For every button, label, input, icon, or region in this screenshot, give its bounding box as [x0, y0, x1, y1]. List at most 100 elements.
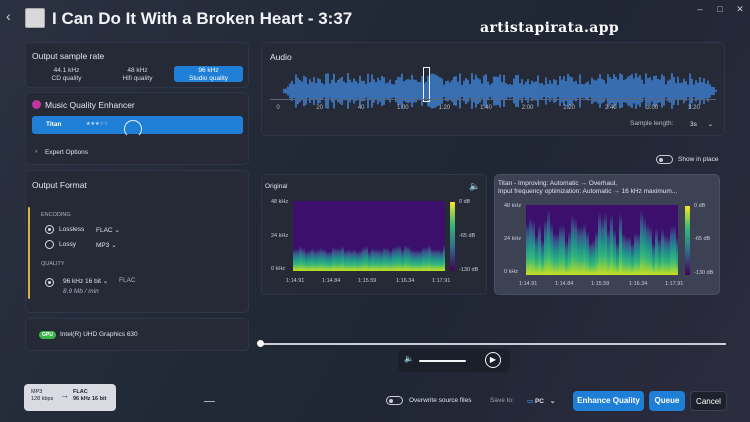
spectrogram-column [311, 248, 314, 271]
maximize-button[interactable]: □ [717, 4, 723, 14]
spectrogram-column [676, 237, 678, 275]
spectrogram-column [643, 215, 646, 275]
quality-label: QUALITY [41, 261, 65, 267]
enhanced-panel: Titan - Improving: Automatic → Overhaul,… [494, 174, 720, 295]
original-spectrogram [293, 201, 445, 271]
spectrogram-column [362, 246, 365, 271]
x-label: 1:17.91 [432, 278, 451, 284]
volume-icon[interactable]: 🔈 [404, 354, 414, 363]
playback-thumb[interactable] [257, 340, 264, 347]
y-label-24: 24 kHz [271, 233, 289, 239]
spectrogram-column [631, 243, 634, 275]
waveform[interactable] [282, 70, 718, 112]
audio-tick-label: 1:20 [438, 105, 451, 111]
spectrogram-column [368, 250, 371, 271]
spectrogram-column [302, 247, 305, 271]
spectrogram-column [589, 241, 592, 275]
enhance-quality-button[interactable]: Enhance Quality [573, 391, 644, 411]
scale-top: 0 dB [694, 203, 706, 209]
to-codec: FLAC [73, 389, 88, 395]
from-detail: 128 kbps [31, 396, 54, 402]
monitor-icon: ▭ [527, 398, 534, 405]
save-to-select[interactable]: ▭ PC ⌄ [527, 398, 556, 405]
spectrogram-column [335, 248, 338, 271]
show-in-place-toggle[interactable] [656, 155, 673, 164]
model-select[interactable]: Titan ★★★☆☆ [32, 116, 243, 138]
spectrogram-column [440, 250, 443, 271]
album-art [25, 8, 45, 28]
spectrogram-column [673, 224, 676, 275]
x-label: 1:15.59 [358, 278, 377, 284]
chevron-right-icon[interactable]: › [35, 148, 38, 155]
spectrogram-column [392, 247, 395, 271]
to-detail: 96 kHz 16 bit [73, 396, 107, 402]
back-icon[interactable]: ‹ [6, 8, 11, 24]
rate-option-96[interactable]: 96 kHz Studio quality [174, 66, 243, 82]
output-format-heading: Output Format [32, 180, 87, 190]
x-label: 1:16.34 [396, 278, 415, 284]
rate-option-44[interactable]: 44.1 kHz CD quality [51, 67, 82, 82]
selection-marker[interactable] [423, 67, 430, 102]
spectrogram-column [377, 248, 380, 271]
spectrogram-column [574, 218, 577, 275]
overwrite-toggle[interactable] [386, 396, 403, 405]
spectrogram-column [314, 249, 317, 271]
spectrogram-column [407, 246, 410, 271]
spectrogram-column [374, 249, 377, 271]
rate-option-48[interactable]: 48 kHz Hifi quality [122, 67, 153, 82]
spectrogram-column [416, 249, 419, 271]
spectrogram-column [667, 236, 670, 275]
spectrogram-column [389, 249, 392, 271]
spectrogram-column [350, 249, 353, 271]
spectrogram-column [664, 233, 667, 275]
minimize-button[interactable]: – [697, 4, 703, 14]
spectrogram-column [344, 250, 347, 271]
spectrogram-column [586, 231, 589, 275]
speaker-icon[interactable]: 🔈 [469, 181, 481, 191]
spectrogram-column [347, 248, 350, 271]
divider-dash [204, 401, 215, 402]
volume-slider[interactable] [419, 360, 466, 362]
x-label: 1:15.59 [591, 281, 610, 287]
original-panel: Original 🔈 48 kHz 24 kHz 0 kHz 0 dB -65 … [261, 174, 487, 295]
expert-options-link[interactable]: Expert Options [45, 149, 88, 156]
spectrogram-column [299, 245, 302, 271]
overwrite-label: Overwrite source files [409, 397, 472, 404]
file-size: 8.9 Mb / min [63, 288, 99, 295]
play-button[interactable]: ▶ [485, 352, 501, 368]
queue-button[interactable]: Queue [649, 391, 685, 411]
quality-radio[interactable] [45, 278, 54, 287]
lossless-codec-select[interactable]: FLAC ⌄ [96, 227, 120, 234]
enhancer-panel: Music Quality Enhancer Titan ★★★☆☆ › Exp… [25, 92, 249, 165]
model-name: Titan [46, 121, 62, 128]
spectrogram-column [526, 222, 529, 275]
scale-bottom: -130 dB [459, 267, 479, 273]
spectrogram-column [556, 232, 559, 275]
spectrogram-column [341, 245, 344, 271]
lossless-label: Lossless [59, 226, 85, 233]
lossy-radio[interactable] [45, 240, 54, 249]
spectrogram-column [649, 225, 652, 275]
lossy-codec-select[interactable]: MP3 ⌄ [96, 242, 117, 249]
gpu-badge: GPU [39, 331, 56, 339]
gpu-panel: GPU Intel(R) UHD Graphics 630 [25, 318, 249, 351]
from-codec: MP3 [31, 389, 43, 395]
x-label: 1:14.91 [286, 278, 305, 284]
spectrogram-column [428, 245, 431, 271]
playback-slider[interactable] [260, 343, 726, 345]
sample-length-select[interactable]: 3s ⌄ [690, 121, 714, 128]
close-button[interactable]: ✕ [736, 4, 744, 14]
spectrogram-column [541, 240, 544, 275]
output-format-panel: Output Format ENCODING Lossless FLAC ⌄ L… [25, 170, 249, 313]
quality-select[interactable]: 96 kHz 16 bit ⌄ [63, 278, 109, 285]
spectrogram-column [413, 250, 416, 271]
spectrogram-column [431, 249, 434, 271]
lossless-radio[interactable] [45, 225, 54, 234]
model-stars: ★★★☆☆ [86, 121, 109, 127]
spectrogram-column [538, 223, 541, 275]
scale-top: 0 dB [459, 199, 471, 205]
cancel-button[interactable]: Cancel [690, 391, 727, 411]
x-label: 1:14.84 [555, 281, 574, 287]
audio-tick-label: 0 [276, 105, 280, 111]
spectrogram-column [338, 247, 341, 271]
